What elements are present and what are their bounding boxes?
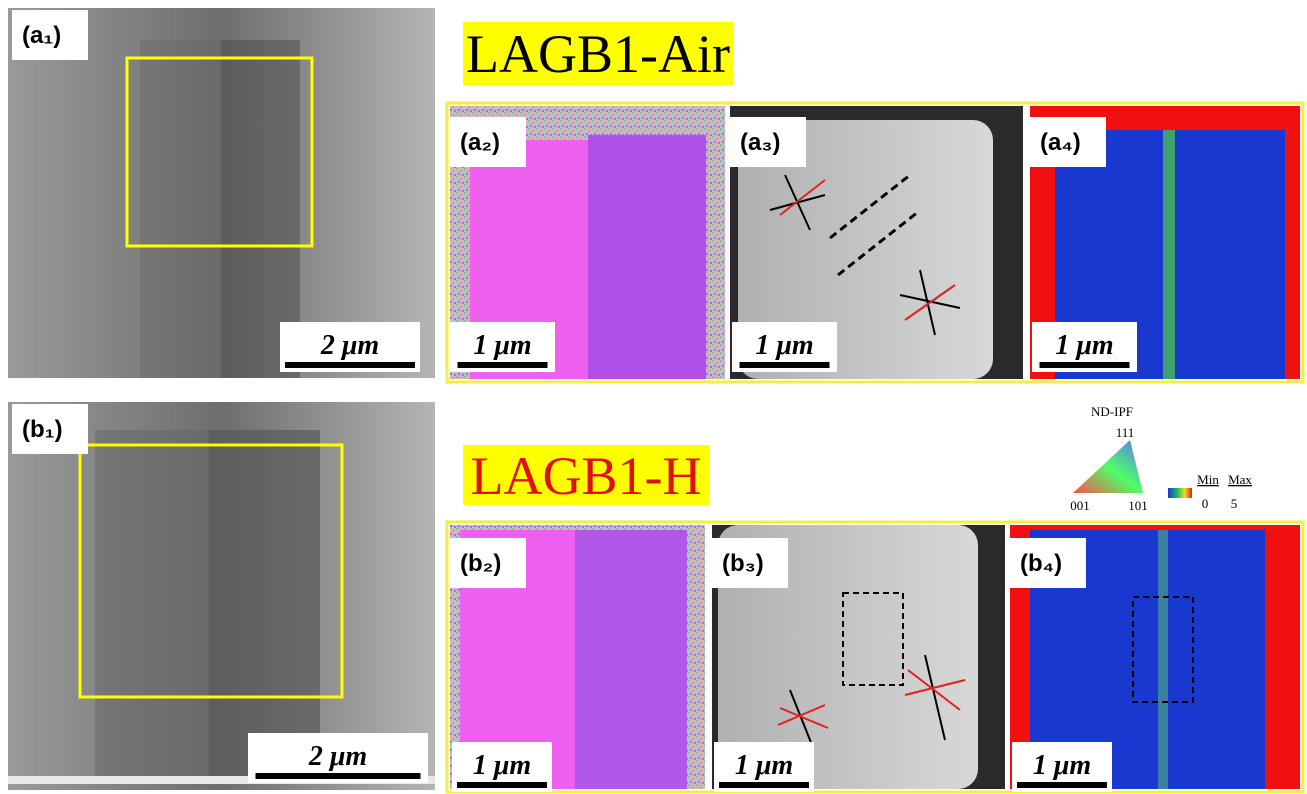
scale-bar (458, 362, 548, 368)
panel-label: (b₁) (22, 416, 63, 443)
scale-bar (1017, 782, 1107, 788)
scale-bar (740, 362, 830, 368)
panel-label: (a₄) (1040, 129, 1081, 156)
grain-2 (588, 135, 706, 379)
legend-label: 001 (1070, 498, 1090, 513)
title: LAGB1-H (471, 446, 702, 506)
scale-bar-label: 1 μm (473, 750, 531, 781)
scale-bar-label: 1 μm (755, 330, 813, 361)
scale-bar (1040, 362, 1130, 368)
legend-label: Min (1197, 472, 1219, 487)
scale-bar-label: 1 μm (1055, 330, 1113, 361)
lamella (140, 40, 300, 378)
scale-bar-label: 1 μm (1033, 750, 1091, 781)
legend-label: Max (1228, 472, 1252, 487)
scale-bar (285, 362, 415, 368)
scale-bar (457, 782, 547, 788)
figure: LAGB1-Air LAGB1-H ND-IPF 111 001 101 Min… (0, 0, 1307, 794)
panel-label: (a₂) (460, 129, 500, 156)
panel-label: (a₁) (22, 22, 61, 49)
boundary (1158, 530, 1168, 789)
boundary (1163, 130, 1175, 379)
color-bar (1168, 488, 1192, 498)
legend: ND-IPF 111 001 101 Min Max 0 5 (1070, 404, 1252, 513)
scale-bar-label: 2 μm (320, 330, 379, 361)
panel-b1 (8, 402, 435, 790)
panel-label: (b₂) (460, 550, 501, 577)
panel-label: (b₃) (722, 550, 764, 577)
legend-label: 0 (1202, 496, 1209, 511)
lamella (95, 430, 320, 782)
scale-bar-label: 1 μm (473, 330, 531, 361)
grain-2 (575, 530, 687, 789)
title: LAGB1-Air (466, 24, 730, 84)
ipf-triangle (1073, 440, 1143, 493)
legend-label: 111 (1116, 425, 1135, 440)
legend-label: 101 (1128, 498, 1148, 513)
scale-bar (719, 782, 809, 788)
scale-bar (256, 773, 421, 779)
scale-bar-label: 2 μm (308, 741, 367, 772)
legend-title: ND-IPF (1091, 404, 1133, 419)
panel-label: (a₃) (740, 129, 780, 156)
panel-label: (b₄) (1020, 550, 1062, 577)
scale-bar-label: 1 μm (735, 750, 793, 781)
legend-label: 5 (1231, 496, 1238, 511)
